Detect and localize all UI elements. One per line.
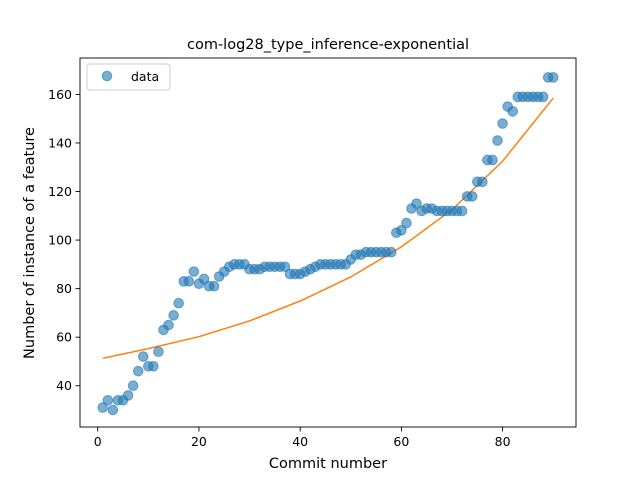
data-point — [411, 198, 422, 209]
x-tick-label: 60 — [393, 434, 409, 449]
data-point — [127, 380, 139, 392]
y-tick-label: 40 — [56, 378, 72, 393]
data-point — [466, 191, 478, 202]
x-tick-label: 80 — [495, 434, 511, 449]
data-point — [163, 319, 174, 331]
x-tick-label: 0 — [94, 434, 102, 449]
data-point — [547, 72, 559, 83]
y-tick-label: 140 — [48, 135, 72, 150]
data-point — [401, 217, 412, 229]
chart-title: com-log28_type_inference-exponential — [187, 37, 469, 53]
y-tick-label: 120 — [48, 184, 72, 199]
data-point — [173, 297, 184, 309]
x-tick-label: 20 — [191, 434, 207, 449]
y-tick-label: 160 — [48, 87, 72, 102]
data-point — [137, 351, 149, 362]
x-axis-label: Commit number — [269, 456, 387, 472]
data-point — [102, 395, 114, 406]
data-point — [132, 365, 144, 377]
data-point — [148, 361, 159, 372]
data-point — [122, 390, 134, 401]
y-axis-label: Number of instance of a feature — [22, 127, 38, 359]
data-point — [97, 402, 109, 413]
data-point — [183, 276, 195, 287]
data-point — [477, 176, 488, 188]
data-point — [396, 225, 407, 236]
data-point — [188, 266, 200, 277]
legend: data — [86, 63, 171, 91]
y-tick-label: 100 — [48, 233, 72, 248]
data-point — [385, 246, 397, 258]
data-point — [153, 346, 164, 358]
data-point — [208, 280, 220, 292]
y-tick-label: 60 — [56, 330, 72, 345]
axes-frame — [79, 57, 577, 428]
data-point — [537, 91, 549, 103]
data-point — [497, 118, 508, 129]
data-point — [492, 135, 503, 146]
data-point — [168, 310, 179, 321]
data-point — [279, 261, 291, 273]
data-point — [487, 154, 498, 166]
legend-label-data: data — [131, 69, 159, 84]
legend-frame — [86, 63, 171, 91]
legend-marker-data — [101, 70, 113, 82]
y-tick-label: 80 — [56, 281, 72, 296]
data-point — [107, 404, 119, 416]
data-point — [198, 273, 210, 285]
x-tick-label: 40 — [292, 434, 308, 449]
data-point — [456, 205, 468, 217]
plot-area: 0 20 40 60 80 40 60 80 100 120 140 160 — [48, 57, 577, 449]
data-point — [507, 106, 519, 117]
